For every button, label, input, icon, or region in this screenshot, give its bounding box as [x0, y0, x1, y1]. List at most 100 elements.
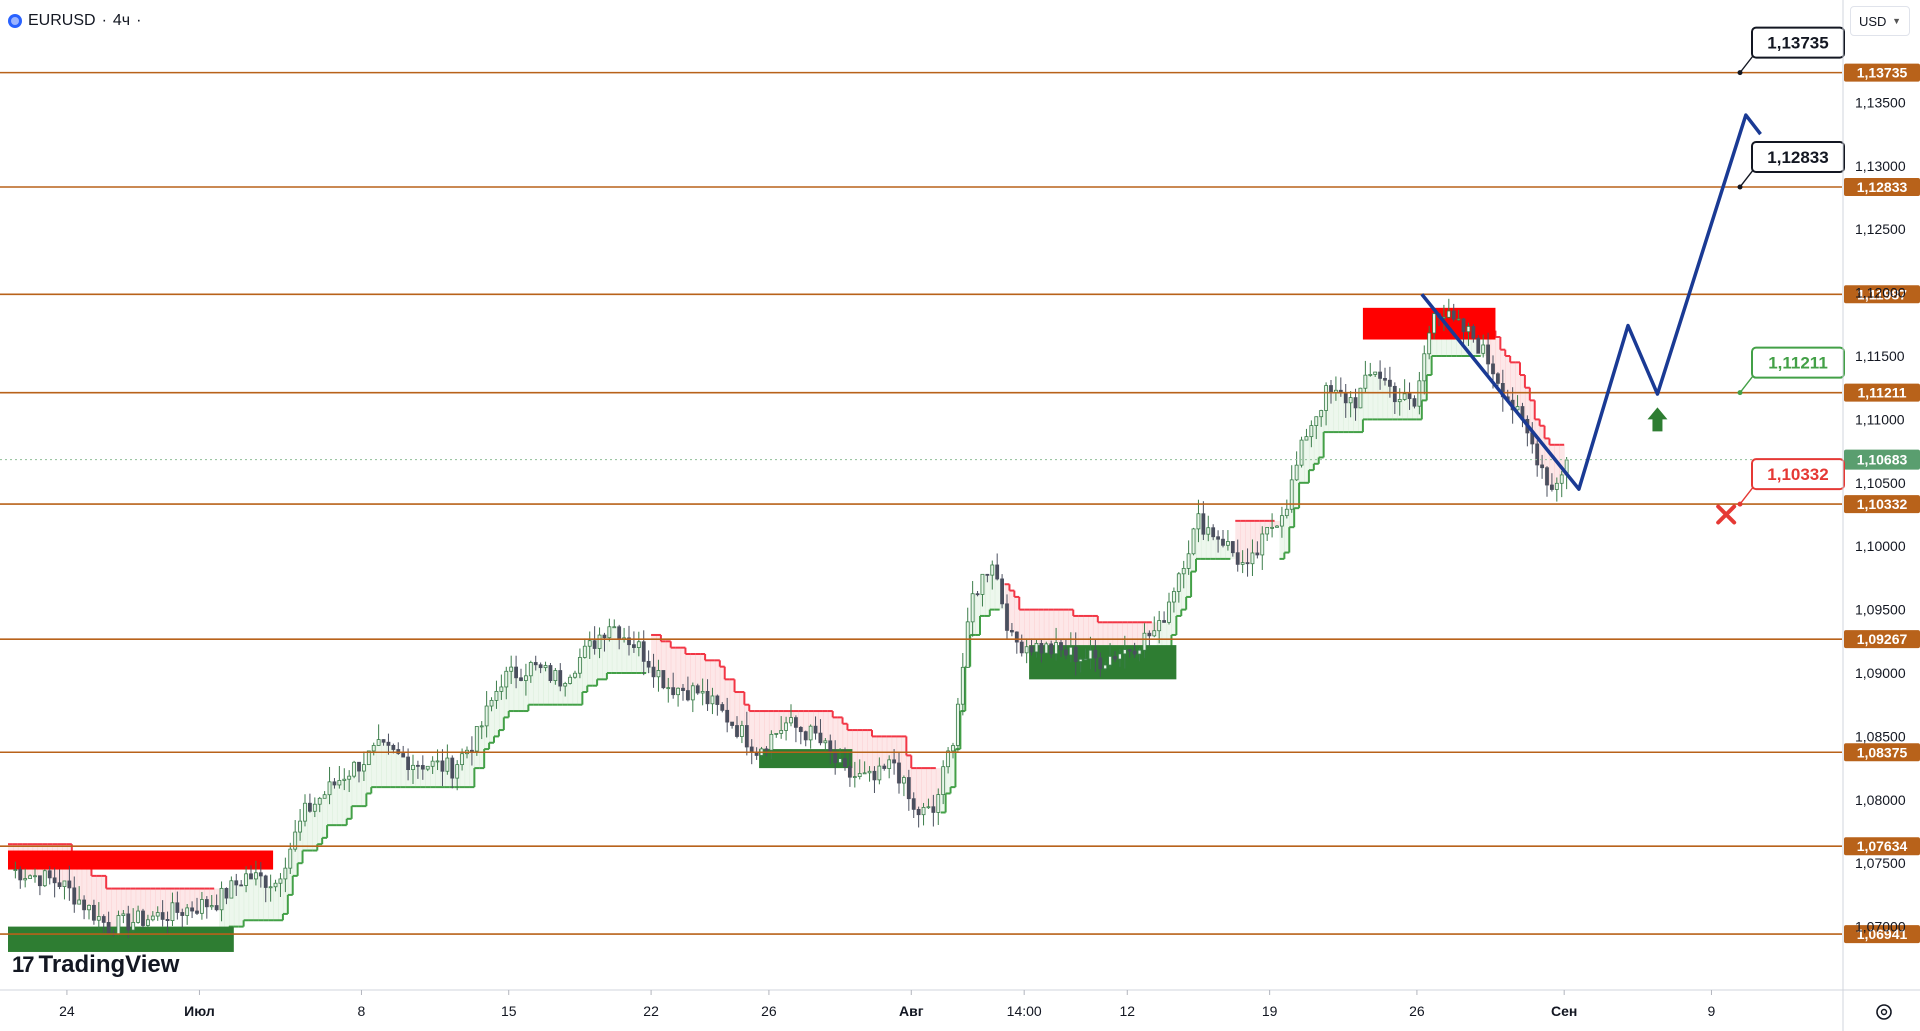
- candle-body: [1073, 646, 1078, 662]
- candle-body: [308, 802, 312, 812]
- candle-body: [1059, 642, 1063, 651]
- candle: [455, 760, 460, 791]
- candle-body: [1196, 513, 1201, 530]
- candle: [209, 895, 214, 910]
- candle: [82, 895, 86, 920]
- horizontal-levels[interactable]: 1,13735 1,12833 1,11987 1,11211 1,10332 1,092…: [0, 63, 1920, 944]
- candle: [416, 760, 420, 779]
- candle: [1525, 415, 1530, 447]
- trend-fill: [1053, 609, 1060, 643]
- candle-body: [1049, 643, 1054, 655]
- candle-body: [484, 705, 489, 727]
- trend-fill: [670, 647, 677, 695]
- trend-fill: [1078, 615, 1084, 660]
- candle: [62, 880, 67, 900]
- arrow-up-icon: [1647, 407, 1668, 432]
- price-level-tag: [1844, 285, 1920, 304]
- candle-body: [204, 899, 209, 908]
- candle-body: [960, 666, 965, 705]
- candle: [1059, 639, 1063, 658]
- candle-body: [514, 666, 518, 679]
- candle-body: [391, 744, 396, 750]
- candle-body: [509, 666, 514, 672]
- callout-box[interactable]: [1751, 458, 1845, 491]
- candle: [322, 791, 327, 799]
- candle: [1083, 648, 1088, 661]
- candle-body: [808, 725, 813, 741]
- candle: [1373, 371, 1378, 378]
- candle: [141, 908, 145, 928]
- trend-fill: [1387, 386, 1393, 420]
- currency-selector[interactable]: USD ▼: [1850, 6, 1910, 36]
- globe-icon: [8, 14, 22, 28]
- candle: [970, 581, 975, 637]
- projection-path[interactable]: [1420, 113, 1762, 525]
- candle: [573, 670, 577, 679]
- trend-fill: [1092, 615, 1099, 658]
- price-callouts[interactable]: 1,13735 1,12833 1,11211 1,10332: [1737, 26, 1845, 507]
- candle: [470, 736, 474, 766]
- callout-box[interactable]: [1751, 140, 1845, 173]
- price-level-tag-label: 1,07634: [1857, 838, 1908, 854]
- price-level-tag: [1844, 495, 1920, 514]
- trend-fill: [1146, 622, 1153, 636]
- candle-body: [1147, 632, 1152, 637]
- candle: [165, 911, 170, 935]
- trend-fill: [533, 664, 539, 705]
- candle: [946, 747, 950, 774]
- candle-body: [92, 904, 96, 921]
- callout-box[interactable]: [1751, 346, 1845, 379]
- candle-body: [1358, 387, 1363, 409]
- trend-fill: [135, 888, 142, 912]
- trend-fill: [768, 711, 775, 735]
- trend-fill: [1117, 622, 1123, 654]
- symbol-title[interactable]: EURUSD · 4ч ·: [8, 10, 141, 32]
- trend-fill: [1043, 609, 1050, 644]
- candle-body: [234, 880, 239, 886]
- callout-box[interactable]: [1751, 26, 1845, 59]
- logo-text: TradingView: [38, 951, 180, 978]
- candle-body: [317, 797, 322, 805]
- candle-body: [769, 733, 774, 751]
- candle: [352, 760, 356, 779]
- candle-body: [1284, 508, 1289, 517]
- candle: [514, 655, 518, 689]
- candle-body: [121, 913, 126, 916]
- current-price-tag: [1844, 449, 1920, 470]
- candle-body: [681, 687, 685, 691]
- candle-body: [965, 621, 970, 668]
- candle: [381, 739, 386, 746]
- time-tick-label: 19: [1262, 1003, 1278, 1019]
- candle: [926, 798, 931, 809]
- trend-fill: [1539, 425, 1546, 468]
- candle: [553, 667, 558, 685]
- price-tick-label: 1,12000: [1855, 285, 1906, 301]
- gear-icon[interactable]: [1876, 1004, 1892, 1020]
- trend-fill: [1284, 509, 1290, 553]
- candle: [440, 749, 445, 786]
- candle-body: [1451, 310, 1456, 320]
- candle: [1024, 638, 1029, 664]
- candle: [1407, 382, 1412, 410]
- candle-body: [445, 757, 450, 772]
- candle: [425, 765, 430, 772]
- trend-fill: [1367, 374, 1374, 420]
- candle: [985, 573, 990, 583]
- candle-body: [1176, 573, 1181, 592]
- tradingview-logo[interactable]: 17 TradingView: [12, 951, 179, 979]
- trend-fill: [616, 639, 623, 674]
- candle-body: [357, 761, 361, 772]
- candle-body: [1152, 630, 1157, 637]
- candle: [1363, 360, 1368, 392]
- candle-body: [1191, 528, 1196, 555]
- price-level-tag: [1844, 383, 1920, 402]
- candle: [715, 694, 720, 716]
- candle: [960, 652, 965, 716]
- trend-fill: [1034, 609, 1040, 644]
- candle: [131, 908, 136, 932]
- trend-fill: [1137, 622, 1143, 651]
- forecast-line[interactable]: [1420, 113, 1762, 491]
- candle-body: [1343, 392, 1348, 404]
